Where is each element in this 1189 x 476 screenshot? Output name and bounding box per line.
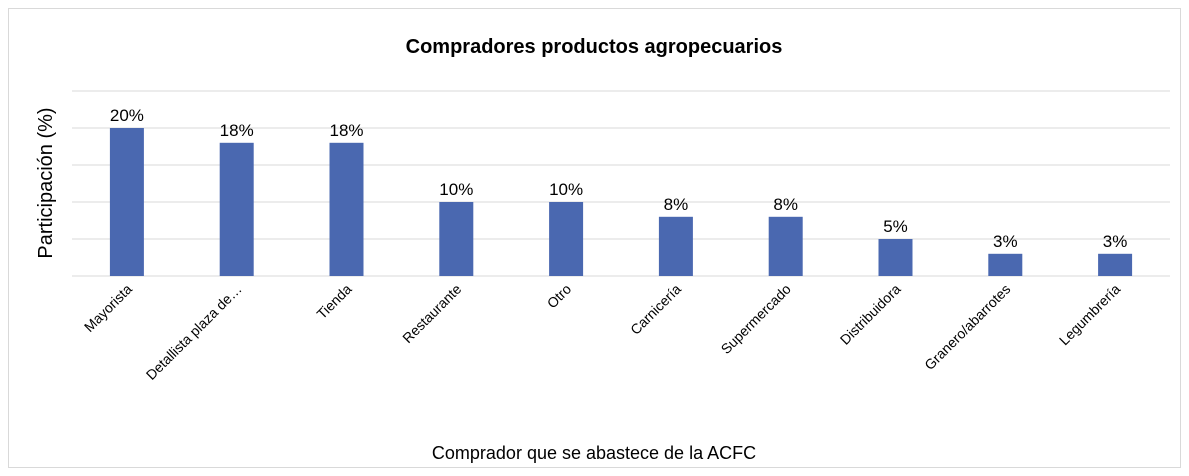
bar: [109, 128, 144, 276]
y-axis-label: Participación (%): [35, 107, 57, 258]
data-label: 8%: [773, 195, 798, 214]
bar: [988, 253, 1023, 276]
data-label: 5%: [883, 217, 908, 236]
chart-border: [8, 8, 1181, 468]
bar: [658, 216, 693, 276]
data-label: 20%: [110, 106, 144, 125]
bar: [549, 202, 584, 276]
bar: [768, 216, 803, 276]
data-label: 3%: [993, 232, 1018, 251]
data-label: 18%: [220, 121, 254, 140]
bar: [439, 202, 474, 276]
x-axis-label: Comprador que se abastece de la ACFC: [432, 443, 756, 463]
data-label: 3%: [1103, 232, 1128, 251]
data-label: 18%: [329, 121, 363, 140]
data-label: 8%: [664, 195, 689, 214]
bar: [219, 142, 254, 276]
bar: [878, 239, 913, 276]
bar: [1098, 253, 1133, 276]
bar: [329, 142, 364, 276]
chart-title: Compradores productos agropecuarios: [406, 36, 783, 58]
data-label: 10%: [549, 180, 583, 199]
data-label: 10%: [439, 180, 473, 199]
